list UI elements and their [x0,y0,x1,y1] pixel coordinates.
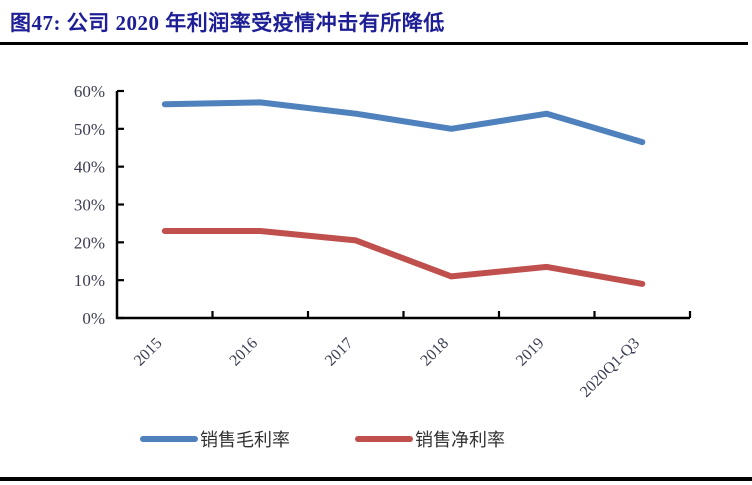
page-title: 图47: 公司 2020 年利润率受疫情冲击有所降低 [10,11,445,35]
y-axis-label: 40% [74,158,105,177]
legend-item-net-margin: 销售净利率 [355,426,505,452]
net-margin-line [161,228,646,287]
x-axis-label: 2017 [322,335,357,370]
y-axis-label: 0% [82,309,105,328]
chart-legend: 销售毛利率 销售净利率 [140,428,505,450]
profit-margin-chart: 0% 10% 20% 30% 40% 50% 60% 2015 2016 2017 2018 2019… [0,55,752,420]
x-axis-label: 2019 [513,335,548,370]
line-chart-canvas: 0% 10% 20% 30% 40% 50% 60% 2015 2016 2017 2018 2019… [74,82,692,401]
x-axis-label: 2020Q1-Q3 [577,335,643,401]
legend-item-gross-margin: 销售毛利率 [140,426,290,452]
bottom-border [0,477,752,481]
title-underline [0,42,748,45]
legend-label-net-margin: 销售净利率 [415,430,505,450]
y-axis-label: 50% [74,120,105,139]
y-axis-label: 10% [74,271,105,290]
x-axis-label: 2018 [417,335,452,370]
y-axis-label: 20% [74,233,105,252]
net-margin-line-swatch-icon [355,436,413,442]
x-axis-label: 2015 [131,335,166,370]
axes [115,91,690,320]
gross-margin-line [161,99,646,146]
y-axis-label: 30% [74,196,105,215]
legend-label-gross-margin: 销售毛利率 [200,430,290,450]
gross-margin-line-swatch-icon [140,436,198,442]
y-axis-label: 60% [74,82,105,101]
x-axis-label: 2016 [226,335,261,370]
